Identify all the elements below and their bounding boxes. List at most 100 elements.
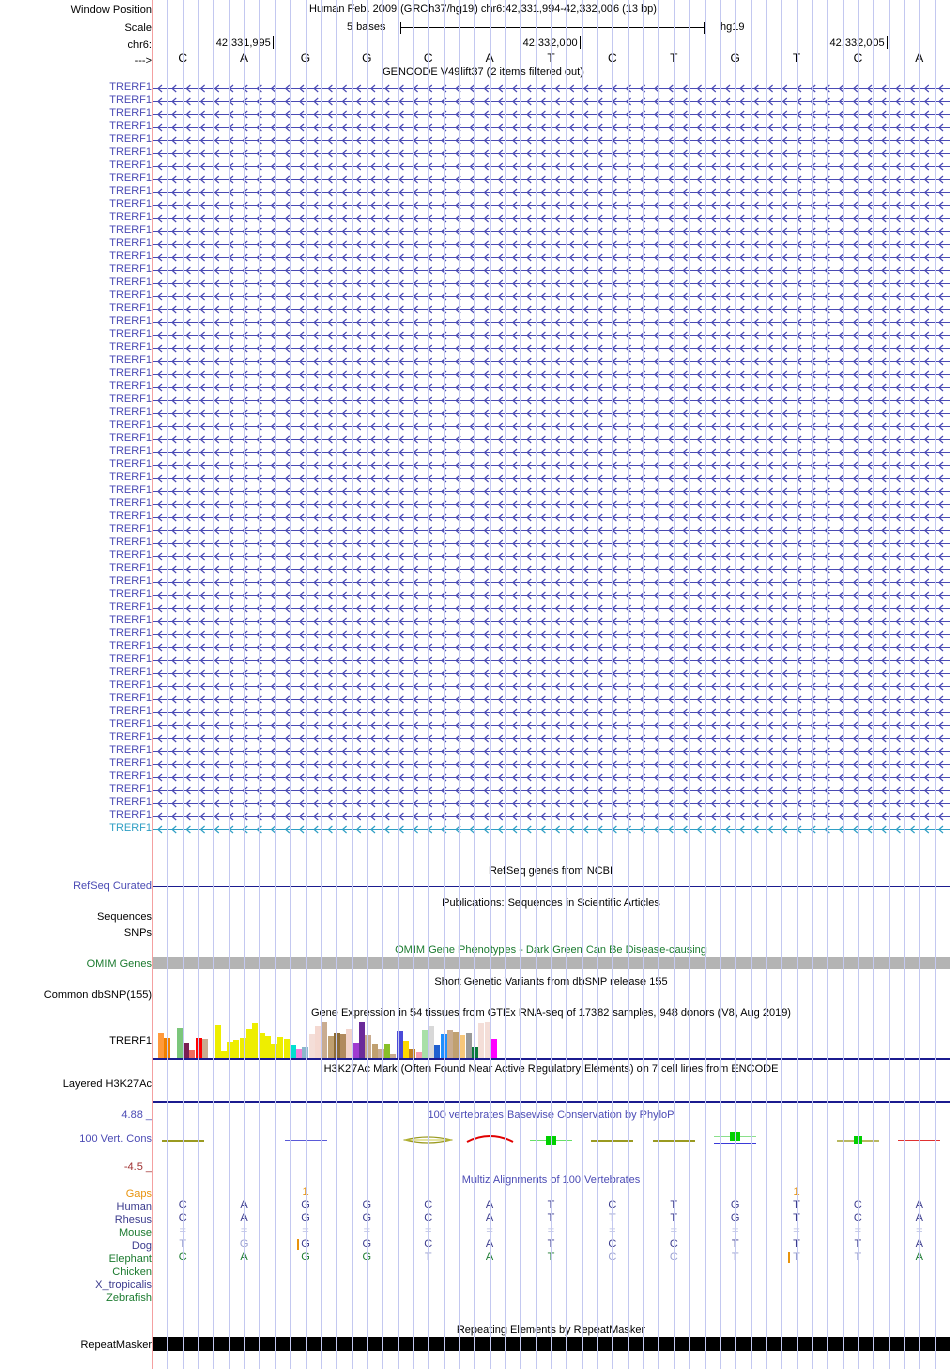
gene-row-label[interactable]: TRERF1 (109, 653, 152, 665)
gene-row-label[interactable]: TRERF1 (109, 484, 152, 496)
gtex-tissue-bar[interactable] (227, 1042, 234, 1058)
gene-row-label[interactable]: TRERF1 (109, 159, 152, 171)
gene-row-label[interactable]: TRERF1 (109, 562, 152, 574)
gene-row-label[interactable]: TRERF1 (109, 302, 152, 314)
gtex-tissue-bar[interactable] (239, 1038, 246, 1058)
gene-row-label[interactable]: TRERF1 (109, 549, 152, 561)
gene-row-label[interactable]: TRERF1 (109, 237, 152, 249)
gene-row-label[interactable]: TRERF1 (109, 718, 152, 730)
gene-row-label[interactable]: TRERF1 (109, 172, 152, 184)
gtex-tissue-bar[interactable] (340, 1034, 347, 1058)
gtex-tissue-bar[interactable] (315, 1026, 321, 1058)
gene-row-label[interactable]: TRERF1 (109, 744, 152, 756)
gene-row-label[interactable]: TRERF1 (109, 198, 152, 210)
gtex-tissue-bar[interactable] (377, 1049, 384, 1058)
gene-row-label[interactable]: TRERF1 (109, 731, 152, 743)
gene-row-label[interactable]: TRERF1 (109, 510, 152, 522)
gene-row-label[interactable]: TRERF1 (109, 601, 152, 613)
gene-row-label[interactable]: TRERF1 (109, 107, 152, 119)
gtex-tissue-bar[interactable] (409, 1049, 416, 1058)
gene-row-label[interactable]: TRERF1 (109, 640, 152, 652)
gene-row-label[interactable]: TRERF1 (109, 497, 152, 509)
gene-row-label[interactable]: TRERF1 (109, 263, 152, 275)
gtex-tissue-bar[interactable] (453, 1032, 460, 1058)
gtex-tissue-bar[interactable] (465, 1033, 472, 1058)
gene-row-label[interactable]: TRERF1 (109, 120, 152, 132)
gtex-tissue-bar[interactable] (176, 1028, 183, 1058)
gene-row-label[interactable]: TRERF1 (109, 588, 152, 600)
gtex-tissue-bar[interactable] (202, 1039, 208, 1058)
gene-row-label[interactable]: TRERF1 (109, 224, 152, 236)
gtex-tissue-bar[interactable] (233, 1040, 240, 1058)
gtex-tissue-bar[interactable] (214, 1025, 221, 1058)
gtex-tissue-bar[interactable] (421, 1030, 428, 1058)
gene-row-label[interactable]: TRERF1 (109, 666, 152, 678)
label-repeatmasker[interactable]: RepeatMasker (80, 1339, 152, 1351)
gtex-tissue-bar[interactable] (189, 1050, 196, 1058)
gene-row-label[interactable]: TRERF1 (109, 757, 152, 769)
gene-row-label[interactable]: TRERF1 (109, 367, 152, 379)
gene-row-label[interactable]: TRERF1 (109, 341, 152, 353)
gtex-tissue-bar[interactable] (183, 1043, 190, 1058)
gtex-tissue-bar[interactable] (384, 1044, 391, 1058)
gtex-tissue-bar[interactable] (365, 1035, 372, 1058)
gene-row-label[interactable]: TRERF1 (109, 445, 152, 457)
gtex-bar-chart[interactable] (158, 1020, 498, 1058)
gene-row-label[interactable]: TRERF1 (109, 250, 152, 262)
gene-row-label[interactable]: TRERF1 (109, 458, 152, 470)
gene-row-label[interactable]: TRERF1 (109, 536, 152, 548)
gtex-tissue-bar[interactable] (415, 1052, 422, 1058)
gtex-tissue-bar[interactable] (346, 1029, 353, 1058)
gene-row-label[interactable]: TRERF1 (109, 822, 152, 834)
gtex-tissue-bar[interactable] (428, 1026, 434, 1058)
gtex-tissue-bar[interactable] (258, 1033, 265, 1058)
gene-row-label[interactable]: TRERF1 (109, 471, 152, 483)
gtex-tissue-bar[interactable] (484, 1022, 491, 1058)
gtex-tissue-bar[interactable] (352, 1043, 359, 1058)
gtex-tissue-bar[interactable] (402, 1041, 409, 1058)
gene-row-label[interactable]: TRERF1 (109, 94, 152, 106)
gene-row-label[interactable]: TRERF1 (109, 692, 152, 704)
gtex-tissue-bar[interactable] (327, 1036, 334, 1058)
gtex-tissue-bar[interactable] (434, 1045, 441, 1058)
gene-row-label[interactable]: TRERF1 (109, 523, 152, 535)
gene-row-label[interactable]: TRERF1 (109, 809, 152, 821)
gtex-tissue-bar[interactable] (245, 1029, 252, 1058)
gene-row-label[interactable]: TRERF1 (109, 796, 152, 808)
gtex-tissue-bar[interactable] (271, 1044, 277, 1058)
gtex-tissue-bar[interactable] (302, 1047, 309, 1058)
gtex-tissue-bar[interactable] (321, 1022, 328, 1058)
gtex-tissue-bar[interactable] (289, 1045, 296, 1058)
label-common-dbsnp[interactable]: Common dbSNP(155) (43, 989, 152, 1001)
gene-row-label[interactable]: TRERF1 (109, 289, 152, 301)
gtex-tissue-bar[interactable] (478, 1023, 485, 1058)
gene-row-label[interactable]: TRERF1 (109, 328, 152, 340)
gtex-tissue-bar[interactable] (283, 1039, 290, 1058)
label-gtex-gene[interactable]: TRERF1 (109, 1035, 152, 1047)
gene-row-label[interactable]: TRERF1 (109, 315, 152, 327)
gtex-tissue-bar[interactable] (446, 1030, 453, 1058)
gtex-tissue-bar[interactable] (396, 1031, 403, 1058)
gtex-tissue-bar[interactable] (264, 1036, 271, 1058)
gene-row-label[interactable]: TRERF1 (109, 627, 152, 639)
label-omim-genes[interactable]: OMIM Genes (86, 958, 152, 970)
gene-row-label[interactable]: TRERF1 (109, 276, 152, 288)
gene-row-label[interactable]: TRERF1 (109, 81, 152, 93)
gene-row-label[interactable]: TRERF1 (109, 185, 152, 197)
gtex-tissue-bar[interactable] (277, 1037, 284, 1058)
gtex-tissue-bar[interactable] (158, 1033, 164, 1058)
gtex-tissue-bar[interactable] (390, 1054, 397, 1058)
gtex-tissue-bar[interactable] (220, 1051, 227, 1058)
gtex-tissue-bar[interactable] (490, 1039, 497, 1058)
gtex-tissue-bar[interactable] (371, 1044, 378, 1058)
gtex-tissue-bar[interactable] (296, 1049, 303, 1058)
gene-row-label[interactable]: TRERF1 (109, 783, 152, 795)
gene-row-label[interactable]: TRERF1 (109, 419, 152, 431)
gtex-tissue-bar[interactable] (459, 1035, 466, 1058)
label-refseq-curated[interactable]: RefSeq Curated (73, 880, 152, 892)
gene-row-label[interactable]: TRERF1 (109, 432, 152, 444)
gene-row-label[interactable]: TRERF1 (109, 406, 152, 418)
label-snps[interactable]: SNPs (123, 927, 152, 939)
gene-row-label[interactable]: TRERF1 (109, 575, 152, 587)
gene-row-label[interactable]: TRERF1 (109, 133, 152, 145)
